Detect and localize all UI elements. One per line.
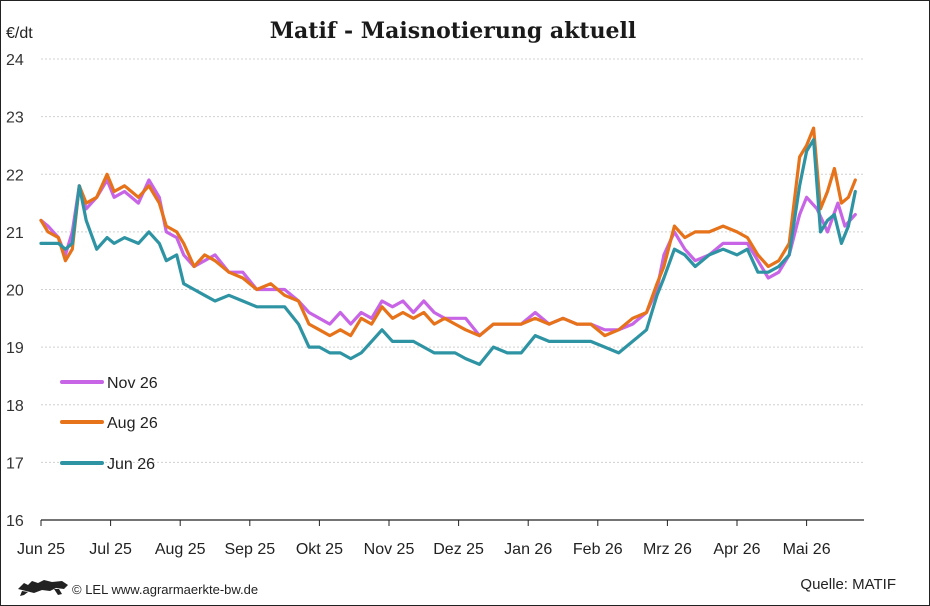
y-tick-labels: 16 17 18 19 20 21 22 23 24 — [6, 52, 24, 530]
x-tick-label: Jan 26 — [504, 541, 552, 558]
lion-logo-icon — [18, 580, 68, 596]
legend-label: Jun 26 — [107, 456, 155, 473]
legend-label: Aug 26 — [107, 415, 158, 432]
y-tick-label: 20 — [6, 283, 24, 300]
x-tick-label: Sep 25 — [224, 541, 275, 558]
y-axis-unit: €/dt — [6, 25, 33, 42]
x-tick-label: Jun 25 — [17, 541, 65, 558]
x-tick-label: Dez 25 — [433, 541, 484, 558]
legend-label: Nov 26 — [107, 375, 158, 392]
y-tick-label: 24 — [6, 52, 24, 69]
series-line-nov-26 — [39, 178, 857, 338]
grid-lines — [41, 58, 864, 463]
x-tick-label: Jul 25 — [89, 541, 132, 558]
y-tick-label: 22 — [6, 167, 24, 184]
x-axis: Jun 25 Jul 25 Aug 25 Sep 25 Okt 25 Nov 25 Dez … — [17, 519, 864, 558]
y-tick-label: 18 — [6, 398, 24, 415]
y-tick-label: 19 — [6, 340, 24, 357]
series-line-jun-26 — [39, 138, 857, 366]
y-tick-label: 23 — [6, 110, 24, 127]
copyright-text: © LEL www.agrarmaerkte-bw.de — [72, 582, 258, 597]
y-tick-label: 16 — [6, 513, 24, 530]
series-line-aug-26 — [39, 126, 857, 338]
x-tick-label: Feb 26 — [573, 541, 623, 558]
source-text: Quelle: MATIF — [800, 576, 896, 593]
x-tick-label: Okt 25 — [296, 541, 343, 558]
x-tick-label: Aug 25 — [155, 541, 206, 558]
legend: Nov 26 Aug 26 Jun 26 — [60, 375, 158, 473]
x-tick-label: Apr 26 — [713, 541, 760, 558]
y-tick-label: 21 — [6, 225, 24, 242]
y-tick-label: 17 — [6, 455, 24, 472]
x-tick-label: Nov 25 — [364, 541, 415, 558]
x-tick-label: Mai 26 — [783, 541, 831, 558]
series-lines — [39, 126, 857, 366]
chart-title: Matif - Maisnotierung aktuell — [270, 18, 637, 44]
x-tick-label: Mrz 26 — [643, 541, 692, 558]
